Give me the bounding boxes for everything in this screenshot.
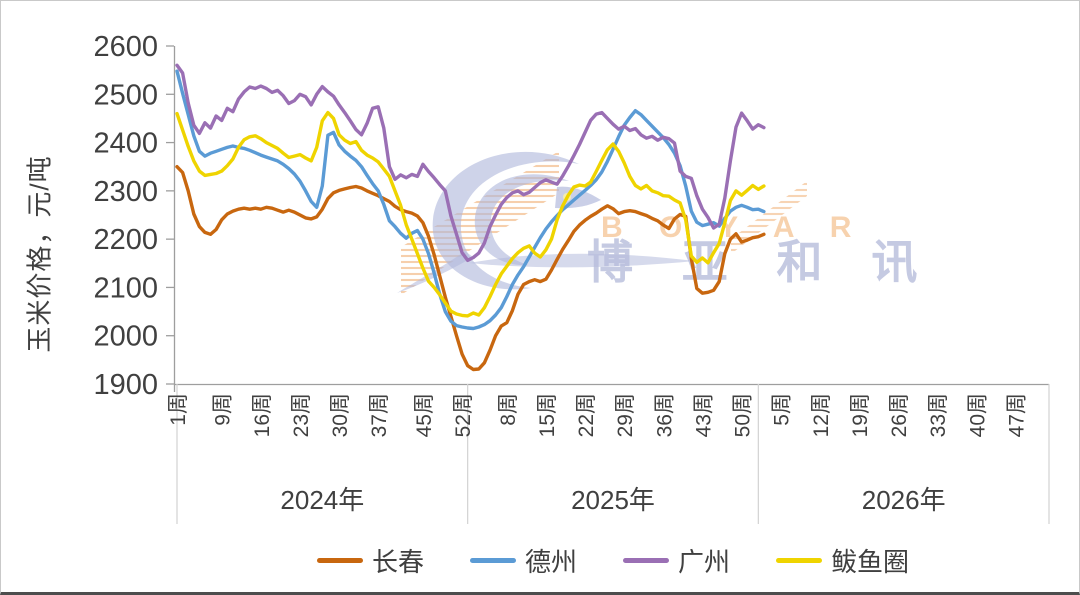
x-tick-label: 30周 — [329, 393, 352, 437]
y-tick-label: 2200 — [93, 224, 158, 256]
legend-item-bayuquan[interactable]: 鲅鱼圈 — [776, 542, 909, 579]
x-tick-label: 19周 — [849, 393, 872, 437]
x-tick-label: 26周 — [888, 393, 911, 437]
legend-swatch-changchun — [316, 557, 363, 563]
x-tick-label: 12周 — [810, 393, 833, 437]
legend-swatch-dezhou — [469, 557, 516, 563]
series-line-bayuquan[interactable] — [175, 110, 766, 318]
x-tick-label: 23周 — [290, 393, 313, 437]
x-tick-label: 9周 — [212, 393, 235, 426]
x-tick-label: 45周 — [413, 393, 436, 437]
x-tick-label: 47周 — [1005, 393, 1028, 437]
x-tick-label: 36周 — [653, 393, 676, 437]
x-tick-label: 40周 — [966, 393, 989, 437]
legend-label: 长春 — [371, 546, 424, 577]
legend-label: 鲅鱼圈 — [831, 546, 910, 577]
watermark-cn-text: 博 亚 和 讯 — [587, 236, 935, 288]
y-tick-label: 2300 — [93, 176, 158, 208]
axes: 1900 2000 2100 2200 2300 2400 2500 2600 1周 9周 16周 2… — [93, 31, 1050, 524]
watermark: B O Y A R博 亚 和 讯 — [397, 151, 935, 295]
y-tick-label: 2400 — [93, 128, 158, 160]
legend-swatch-bayuquan — [776, 557, 823, 563]
y-tick-label: 2600 — [93, 31, 158, 63]
y-tick-label: 2000 — [93, 321, 158, 353]
legend-item-guangzhou[interactable]: 广州 — [623, 542, 730, 579]
legend-label: 广州 — [678, 546, 731, 577]
x-tick-label: 43周 — [692, 393, 715, 437]
y-axis-title-text: 玉米价格，元/吨 — [24, 155, 55, 353]
series-line-dezhou[interactable] — [175, 69, 766, 331]
legend: 长春 德州 广州 鲅鱼圈 — [177, 542, 1049, 578]
year-label: 2025年 — [571, 485, 655, 515]
x-tick-label: 37周 — [368, 393, 391, 437]
x-tick-label: 5周 — [771, 393, 794, 426]
y-tick-label: 1900 — [93, 369, 158, 401]
x-tick-label: 22周 — [575, 393, 598, 437]
x-tick-label: 16周 — [251, 393, 274, 437]
x-tick-label: 52周 — [452, 393, 475, 437]
legend-item-changchun[interactable]: 长春 — [316, 542, 424, 579]
x-tick-label: 33周 — [927, 393, 950, 437]
x-tick-label: 1周 — [167, 393, 190, 426]
series-line-guangzhou[interactable] — [175, 63, 766, 263]
legend-swatch-guangzhou — [623, 557, 669, 563]
x-tick-label: 8周 — [497, 393, 520, 426]
series-line-changchun[interactable] — [175, 165, 766, 372]
y-tick-label: 2500 — [93, 79, 158, 111]
x-tick-label: 29周 — [614, 393, 637, 437]
year-label: 2026年 — [862, 485, 946, 515]
y-tick-label: 2100 — [93, 272, 158, 304]
legend-item-dezhou[interactable]: 德州 — [469, 542, 577, 579]
x-tick-label: 15周 — [536, 393, 559, 437]
x-tick-label: 50周 — [732, 393, 755, 437]
legend-label: 德州 — [524, 546, 577, 577]
year-label: 2024年 — [280, 485, 364, 515]
watermark-bird-wing — [432, 151, 579, 290]
